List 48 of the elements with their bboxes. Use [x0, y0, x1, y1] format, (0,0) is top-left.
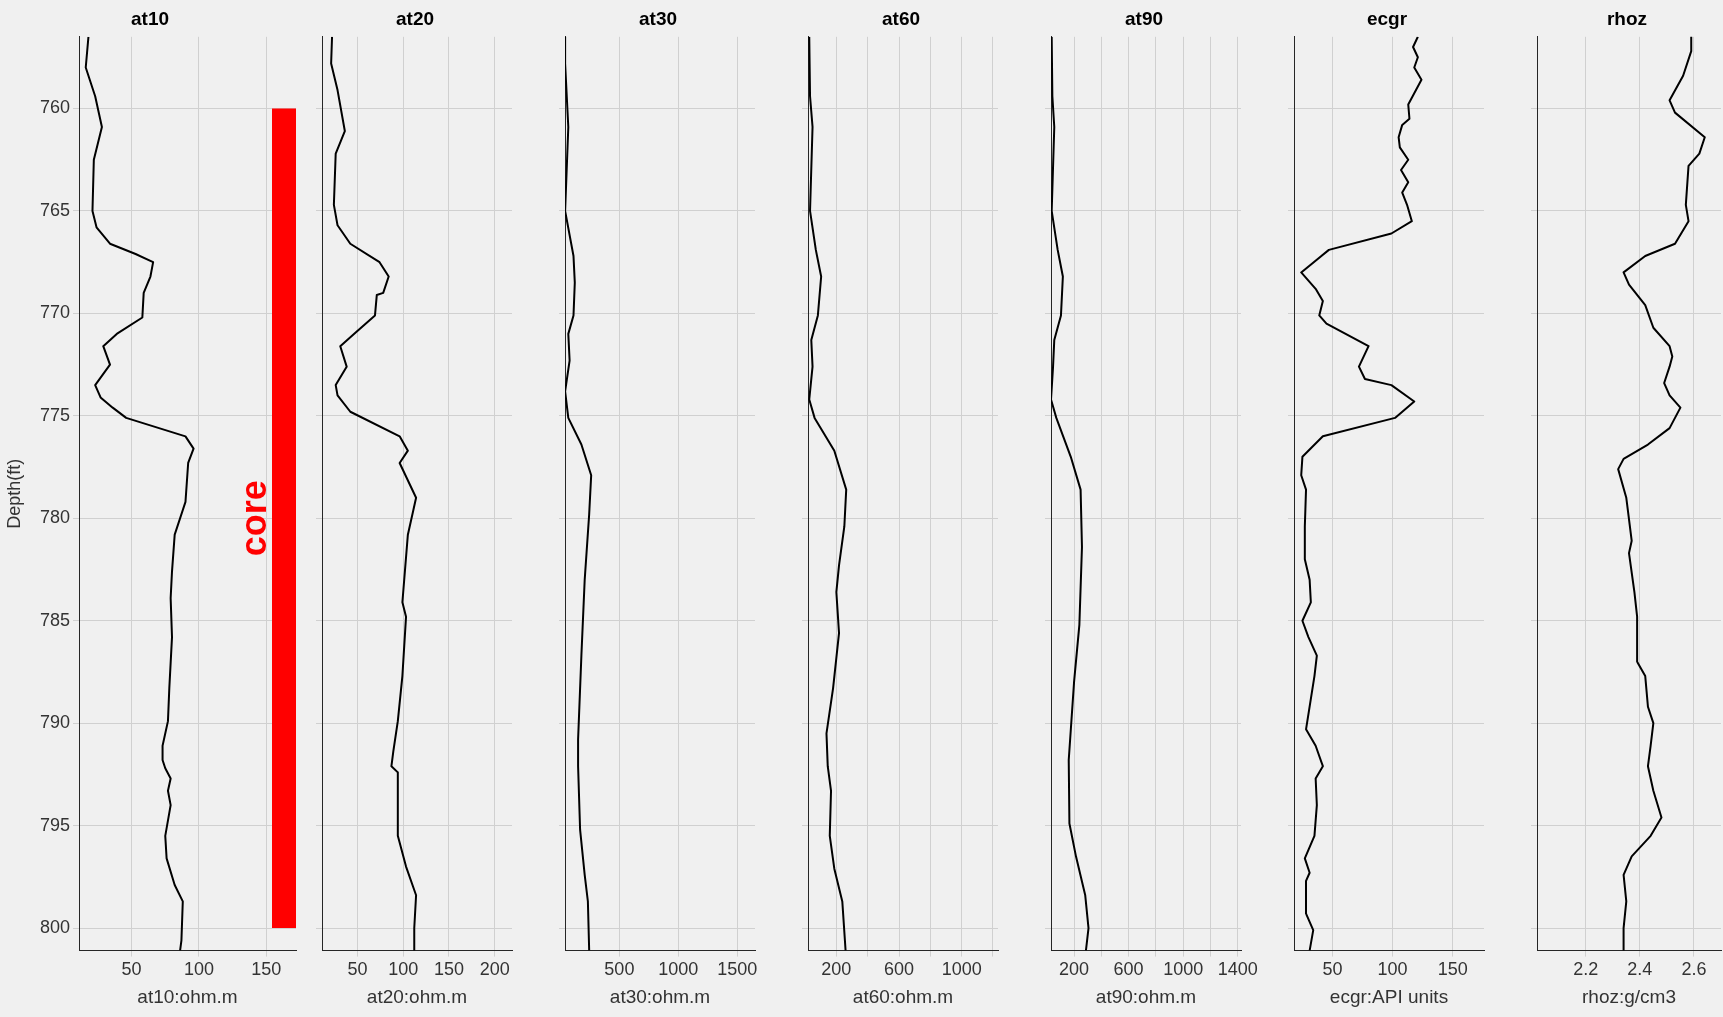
x-axis-title: at10:ohm.m — [137, 985, 238, 1007]
x-tick-label: 2.4 — [1627, 959, 1653, 980]
x-tick-label: 1000 — [941, 959, 982, 980]
chart-title: at10 — [130, 7, 170, 29]
x-axis-title: at20:ohm.m — [366, 985, 468, 1007]
x-tick-label: 200 — [821, 959, 852, 980]
x-axis-title: ecgr:API units — [1329, 985, 1449, 1007]
y-tick-label: 800 — [39, 917, 70, 938]
x-tick-label: 600 — [883, 959, 915, 980]
y-tick-label: 780 — [39, 507, 70, 528]
chart-title: at60 — [881, 7, 921, 29]
x-tick-label: 150 — [1437, 959, 1468, 980]
x-tick-label: 150 — [251, 959, 282, 980]
y-tick-label: 765 — [39, 199, 70, 220]
y-tick-label: 770 — [39, 302, 70, 323]
x-tick-label: 200 — [479, 959, 510, 980]
chart-title: at90 — [1124, 7, 1164, 29]
chart-title: rhoz — [1606, 7, 1648, 29]
x-tick-label: 50 — [121, 959, 142, 980]
y-axis-title: Depth(ft) — [3, 458, 24, 529]
x-tick-label: 100 — [1377, 959, 1408, 980]
x-tick-label: 600 — [1113, 959, 1144, 980]
x-tick-label: 50 — [347, 959, 368, 980]
x-tick-label: 1000 — [1163, 959, 1204, 980]
x-tick-label: 50 — [1322, 959, 1343, 980]
y-tick-label: 790 — [39, 712, 70, 733]
chart-title: at30 — [638, 7, 678, 29]
x-axis-title: at30:ohm.m — [609, 985, 711, 1007]
y-tick-label: 785 — [39, 609, 70, 630]
y-tick-label: 760 — [39, 97, 70, 118]
x-tick-label: 2.2 — [1573, 959, 1599, 980]
chart-title: at20 — [395, 7, 435, 29]
x-tick-label: 100 — [183, 959, 214, 980]
y-tick-label: 775 — [39, 404, 70, 425]
chart-title: ecgr — [1366, 7, 1408, 29]
x-axis-title: at60:ohm.m — [852, 985, 954, 1007]
band-label: core — [232, 480, 274, 557]
x-tick-label: 2.6 — [1681, 959, 1707, 980]
x-axis-title: rhoz:g/cm3 — [1582, 985, 1676, 1007]
x-tick-label: 1500 — [717, 959, 758, 980]
y-tick-label: 795 — [39, 814, 70, 835]
x-tick-label: 200 — [1059, 959, 1090, 980]
x-tick-label: 1400 — [1217, 959, 1258, 980]
x-tick-label: 100 — [388, 959, 419, 980]
x-tick-label: 1000 — [658, 959, 699, 980]
x-tick-label: 500 — [604, 959, 635, 980]
x-axis-title: at90:ohm.m — [1095, 985, 1197, 1007]
x-tick-label: 150 — [433, 959, 464, 980]
